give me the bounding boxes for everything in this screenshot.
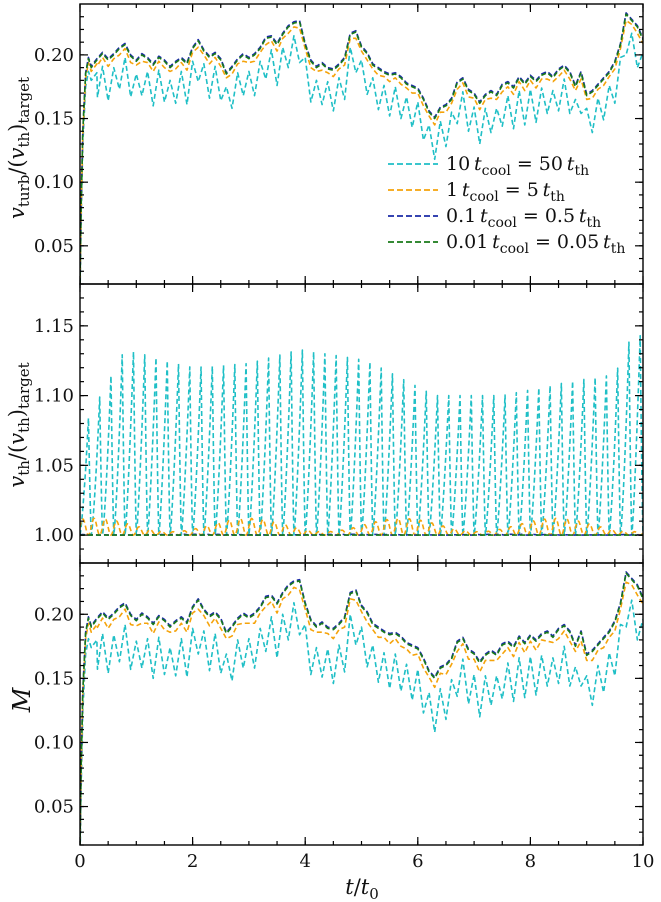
ylabel-vturb: vturb/(vth)target [5, 77, 33, 219]
xlabel-den: t [361, 875, 370, 899]
y-tick-label: 1.10 [34, 386, 74, 407]
series-line-tcool-10 [80, 334, 643, 536]
y-tick-label: 0.10 [34, 172, 74, 193]
y-tick-label: 0.15 [34, 668, 74, 689]
legend-entry-tcool-0p01: 0.01 tcool = 0.05 tth [388, 231, 625, 257]
y-tick-label: 0.20 [34, 45, 74, 66]
series-line-tcool-0p01 [80, 13, 643, 284]
ylabel-mach: M [8, 686, 36, 713]
y-tick-label: 0.15 [34, 109, 74, 130]
legend-label: 0.1 tcool = 0.5 tth [446, 205, 601, 231]
y-tick-label: 1.05 [34, 455, 74, 476]
xlabel: t/t0 [345, 875, 379, 902]
x-tick-label: 0 [74, 851, 85, 872]
x-tick-label: 4 [299, 851, 310, 872]
legend-entry-tcool-10: 10 tcool = 50 tth [388, 153, 589, 179]
series-line-tcool-1 [80, 19, 643, 284]
x-tick-label: 2 [187, 851, 198, 872]
panel-top-vturb: 0.05 0.10 0.15 0.20 [34, 3, 644, 285]
legend-label: 10 tcool = 50 tth [446, 153, 589, 179]
x-tick-label: 10 [632, 851, 655, 872]
ylabel-vth: vth/(vth)target [5, 362, 33, 487]
series-line-tcool-1 [80, 581, 643, 845]
legend-label: 0.01 tcool = 0.05 tth [446, 231, 625, 257]
y-tick-label: 0.20 [34, 604, 74, 625]
y-tick-label: 0.05 [34, 797, 74, 818]
series-line-tcool-0p1 [80, 571, 643, 844]
x-tick-label: 8 [525, 851, 536, 872]
xlabel-num: t [345, 875, 354, 899]
y-tick-label: 1.00 [34, 525, 74, 546]
panel-bottom-mach: 0.05 0.10 0.15 0.20 0 2 4 6 8 10 [34, 562, 655, 872]
legend-label: 1 tcool = 5 tth [446, 179, 565, 205]
series-line-tcool-0p01 [80, 572, 643, 845]
series-group [80, 12, 643, 284]
x-tick-label: 6 [412, 851, 423, 872]
y-tick-label: 0.05 [34, 236, 74, 257]
series-line-tcool-10 [80, 32, 643, 284]
xlabel-den-sub: 0 [369, 885, 379, 902]
legend-entry-tcool-0p1: 0.1 tcool = 0.5 tth [388, 205, 601, 231]
legend-entry-tcool-1: 1 tcool = 5 tth [388, 179, 565, 205]
series-group [80, 334, 643, 536]
panel-middle-vth: 1.00 1.05 1.10 1.15 [34, 283, 644, 564]
series-group [80, 571, 643, 845]
y-tick-label: 1.15 [34, 316, 74, 337]
series-line-tcool-1 [80, 517, 643, 536]
series-line-tcool-10 [80, 599, 643, 845]
y-tick-label: 0.10 [34, 732, 74, 753]
